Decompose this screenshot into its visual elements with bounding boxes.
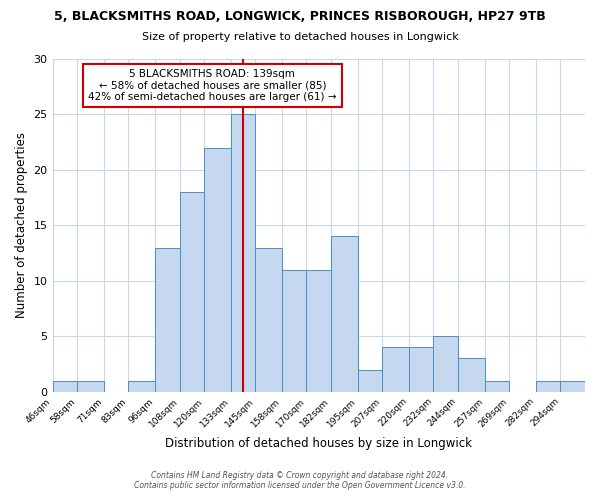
- Bar: [358, 370, 382, 392]
- Bar: [536, 380, 560, 392]
- Bar: [433, 336, 458, 392]
- Bar: [382, 348, 409, 392]
- Bar: [231, 114, 255, 392]
- Bar: [282, 270, 307, 392]
- Bar: [155, 248, 179, 392]
- Text: 5, BLACKSMITHS ROAD, LONGWICK, PRINCES RISBOROUGH, HP27 9TB: 5, BLACKSMITHS ROAD, LONGWICK, PRINCES R…: [54, 10, 546, 23]
- X-axis label: Distribution of detached houses by size in Longwick: Distribution of detached houses by size …: [165, 437, 472, 450]
- Bar: [77, 380, 104, 392]
- Bar: [179, 192, 204, 392]
- Text: Contains HM Land Registry data © Crown copyright and database right 2024.
Contai: Contains HM Land Registry data © Crown c…: [134, 470, 466, 490]
- Bar: [128, 380, 155, 392]
- Bar: [485, 380, 509, 392]
- Text: Size of property relative to detached houses in Longwick: Size of property relative to detached ho…: [142, 32, 458, 42]
- Text: 5 BLACKSMITHS ROAD: 139sqm
← 58% of detached houses are smaller (85)
42% of semi: 5 BLACKSMITHS ROAD: 139sqm ← 58% of deta…: [88, 69, 337, 102]
- Bar: [458, 358, 485, 392]
- Bar: [331, 236, 358, 392]
- Bar: [307, 270, 331, 392]
- Bar: [409, 348, 433, 392]
- Y-axis label: Number of detached properties: Number of detached properties: [15, 132, 28, 318]
- Bar: [53, 380, 77, 392]
- Bar: [560, 380, 585, 392]
- Bar: [204, 148, 231, 392]
- Bar: [255, 248, 282, 392]
